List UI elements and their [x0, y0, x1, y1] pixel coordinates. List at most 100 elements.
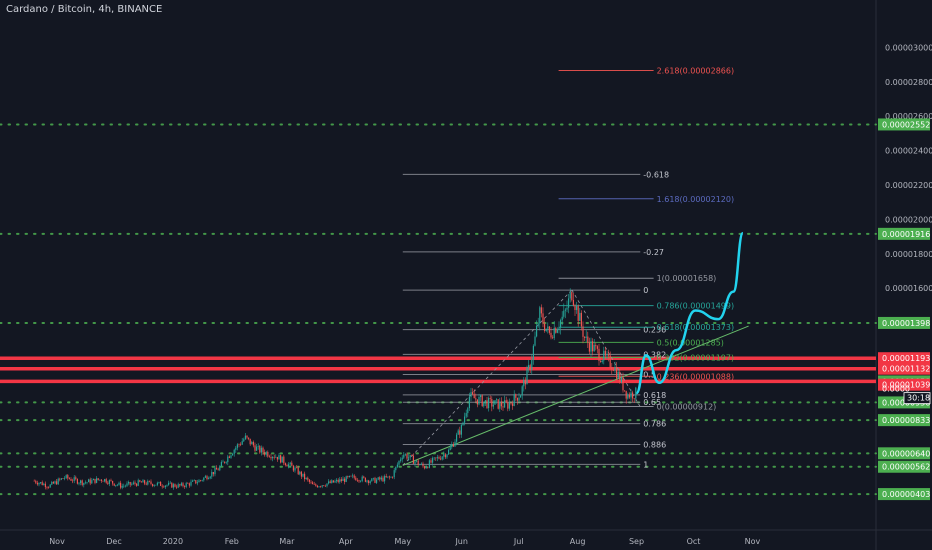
candle-body [168, 482, 170, 485]
time-tick-label: Jun [454, 537, 468, 546]
candle-body [235, 447, 237, 450]
candle-body [224, 461, 226, 463]
candle-body [635, 387, 637, 399]
candle-body [603, 350, 605, 361]
candle-body [523, 379, 525, 387]
candle-body [321, 485, 323, 487]
candle-body [588, 342, 590, 352]
candle-body [227, 456, 229, 463]
candle-body [454, 441, 456, 447]
candle-body [587, 336, 589, 343]
candle-body [324, 485, 326, 487]
candle-body [622, 377, 624, 391]
candle-body [124, 485, 126, 487]
candle-body [456, 434, 458, 442]
candle-body [158, 482, 160, 483]
candle-body [569, 292, 571, 299]
candle-body [49, 484, 51, 488]
candle-body [476, 399, 478, 405]
candle-body [502, 406, 504, 408]
candle-body [187, 483, 189, 484]
price-tick-label: 0.00002000 [885, 215, 932, 224]
candle-body [360, 480, 362, 482]
candle-body [443, 454, 445, 457]
candle-body [331, 480, 333, 483]
candle-body [76, 479, 78, 484]
time-tick-label: Oct [687, 537, 701, 546]
candle-body [600, 361, 602, 362]
candle-body [259, 445, 261, 453]
candle-body [416, 460, 418, 462]
candle-body [43, 483, 45, 486]
candle-body [153, 485, 155, 486]
candle-body [156, 482, 158, 485]
candle-body [211, 471, 213, 477]
candle-body [305, 477, 307, 480]
candle-body [176, 486, 178, 488]
candle-body [340, 479, 342, 481]
candle-body [128, 482, 130, 484]
candle-body [307, 477, 309, 480]
price-tick-label: 0.00002600 [885, 112, 932, 121]
price-label-text: 0.00001132 [882, 365, 930, 374]
candle-body [539, 307, 541, 324]
candle-body [355, 477, 357, 481]
candle-body [236, 444, 238, 448]
candle-body [262, 447, 264, 453]
candle-body [361, 476, 363, 481]
candle-body [438, 457, 440, 459]
candle-body [401, 457, 403, 460]
time-tick-label: Nov [49, 537, 65, 546]
candle-body [582, 326, 584, 337]
candle-body [184, 486, 186, 487]
candle-body [54, 481, 56, 484]
candle-body [558, 327, 560, 330]
candle-body [406, 454, 408, 459]
candle-body [449, 447, 451, 451]
candle-body [400, 459, 402, 461]
price-label-badge [878, 352, 930, 365]
candle-body [412, 455, 414, 464]
candle-body [528, 365, 530, 369]
candle-body [608, 354, 610, 356]
candle-body [620, 377, 622, 383]
candle-body [520, 395, 522, 398]
candle-body [430, 460, 432, 463]
candle-body [201, 480, 203, 481]
candle-body [404, 454, 406, 455]
symbol-title[interactable]: Cardano / Bitcoin, 4h, BINANCE [6, 4, 163, 15]
candle-body [339, 479, 341, 482]
candle-body [483, 401, 485, 407]
candle-body [433, 457, 435, 459]
candle-body [225, 462, 227, 463]
candle-body [68, 478, 70, 479]
candle-body [572, 300, 574, 306]
candle-body [320, 486, 322, 488]
candle-body [465, 413, 467, 417]
candle-body [89, 479, 91, 484]
fib-level-label: 0.5 [643, 371, 656, 380]
candle-body [92, 478, 94, 481]
candle-body [564, 309, 566, 311]
candle-body [508, 402, 510, 409]
candle-body [504, 400, 506, 408]
candle-body [81, 480, 83, 485]
candle-body [363, 476, 365, 478]
time-tick-label: Aug [570, 537, 586, 546]
candle-body [190, 481, 192, 486]
candle-body [70, 478, 72, 481]
candle-body [241, 441, 243, 445]
candle-body [352, 475, 354, 477]
candle-body [65, 475, 67, 478]
candle-body [507, 402, 509, 409]
candle-body [145, 483, 147, 485]
candle-body [392, 477, 394, 478]
candle-body [484, 400, 486, 402]
candle-body [584, 336, 586, 338]
candle-body [350, 475, 352, 477]
candle-body [220, 461, 222, 467]
candle-body [260, 447, 262, 453]
candle-body [209, 476, 211, 479]
